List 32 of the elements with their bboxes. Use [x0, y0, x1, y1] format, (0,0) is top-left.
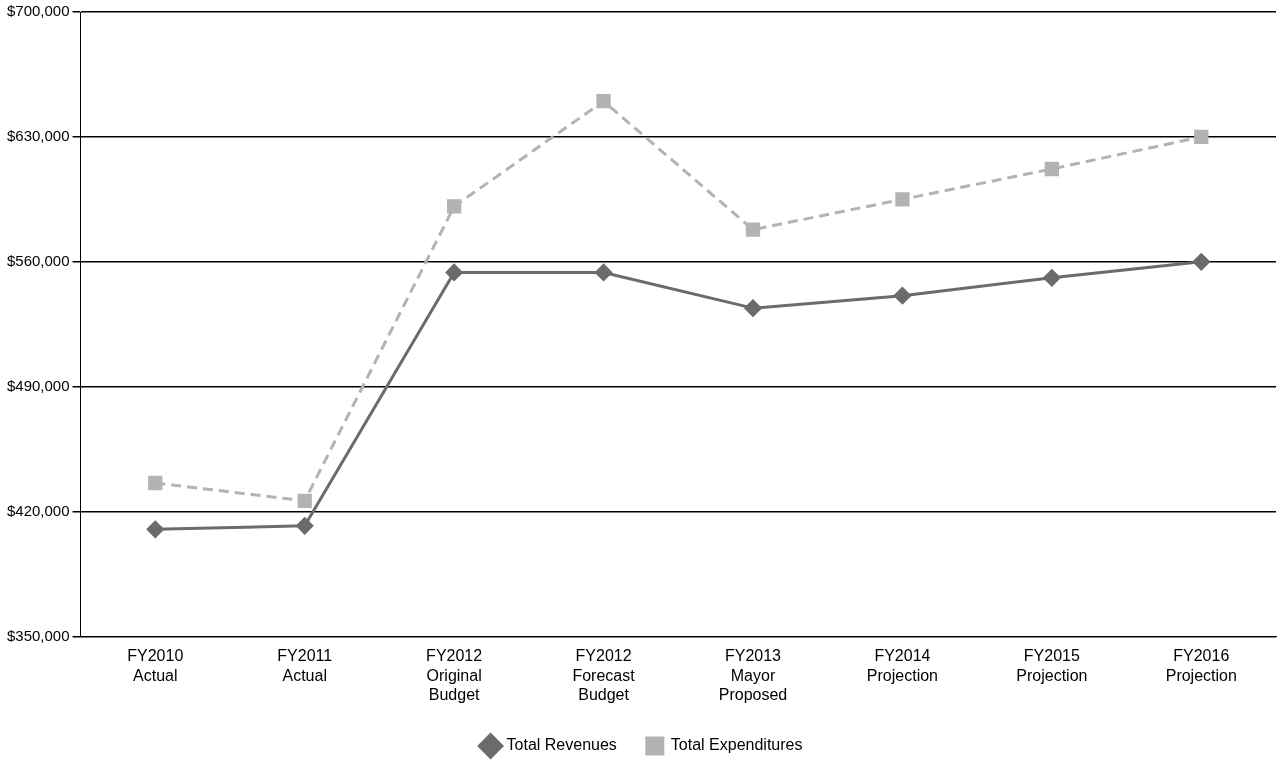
y-tick-label: $700,000 — [6, 2, 70, 20]
legend-label: Total Expenditures — [670, 736, 803, 754]
x-tick-label: FY2012 Original Budget — [426, 647, 483, 703]
point — [297, 493, 312, 508]
point — [1043, 269, 1061, 287]
point — [895, 192, 910, 207]
x-tick-label: FY2014 Projection — [866, 647, 938, 684]
point — [148, 475, 163, 491]
x-tick-label: FY2013 Mayor Proposed — [718, 647, 788, 703]
point — [1044, 161, 1060, 177]
y-tick-label: $420,000 — [6, 501, 70, 519]
point — [595, 263, 613, 281]
point — [1194, 129, 1209, 145]
point — [445, 263, 463, 281]
point — [596, 94, 611, 109]
point — [744, 299, 762, 317]
y-tick-label: $350,000 — [6, 626, 70, 644]
x-tick-label: FY2011 Actual — [277, 647, 333, 684]
point — [893, 287, 911, 305]
x-tick-label: FY2010 Actual — [127, 647, 184, 684]
point — [745, 222, 761, 237]
x-tick-label: FY2015 Projection — [1016, 647, 1088, 684]
point — [1192, 253, 1210, 271]
point — [446, 199, 462, 214]
x-tick-label: FY2016 Projection — [1165, 647, 1237, 684]
x-tick-label: FY2012 Forecast Budget — [572, 647, 636, 703]
y-tick-label: $490,000 — [6, 376, 70, 394]
legend-label: Total Revenues — [506, 736, 617, 754]
y-tick-label: $560,000 — [6, 251, 70, 269]
point — [146, 520, 164, 538]
point — [296, 517, 314, 535]
y-tick-label: $630,000 — [6, 127, 70, 145]
